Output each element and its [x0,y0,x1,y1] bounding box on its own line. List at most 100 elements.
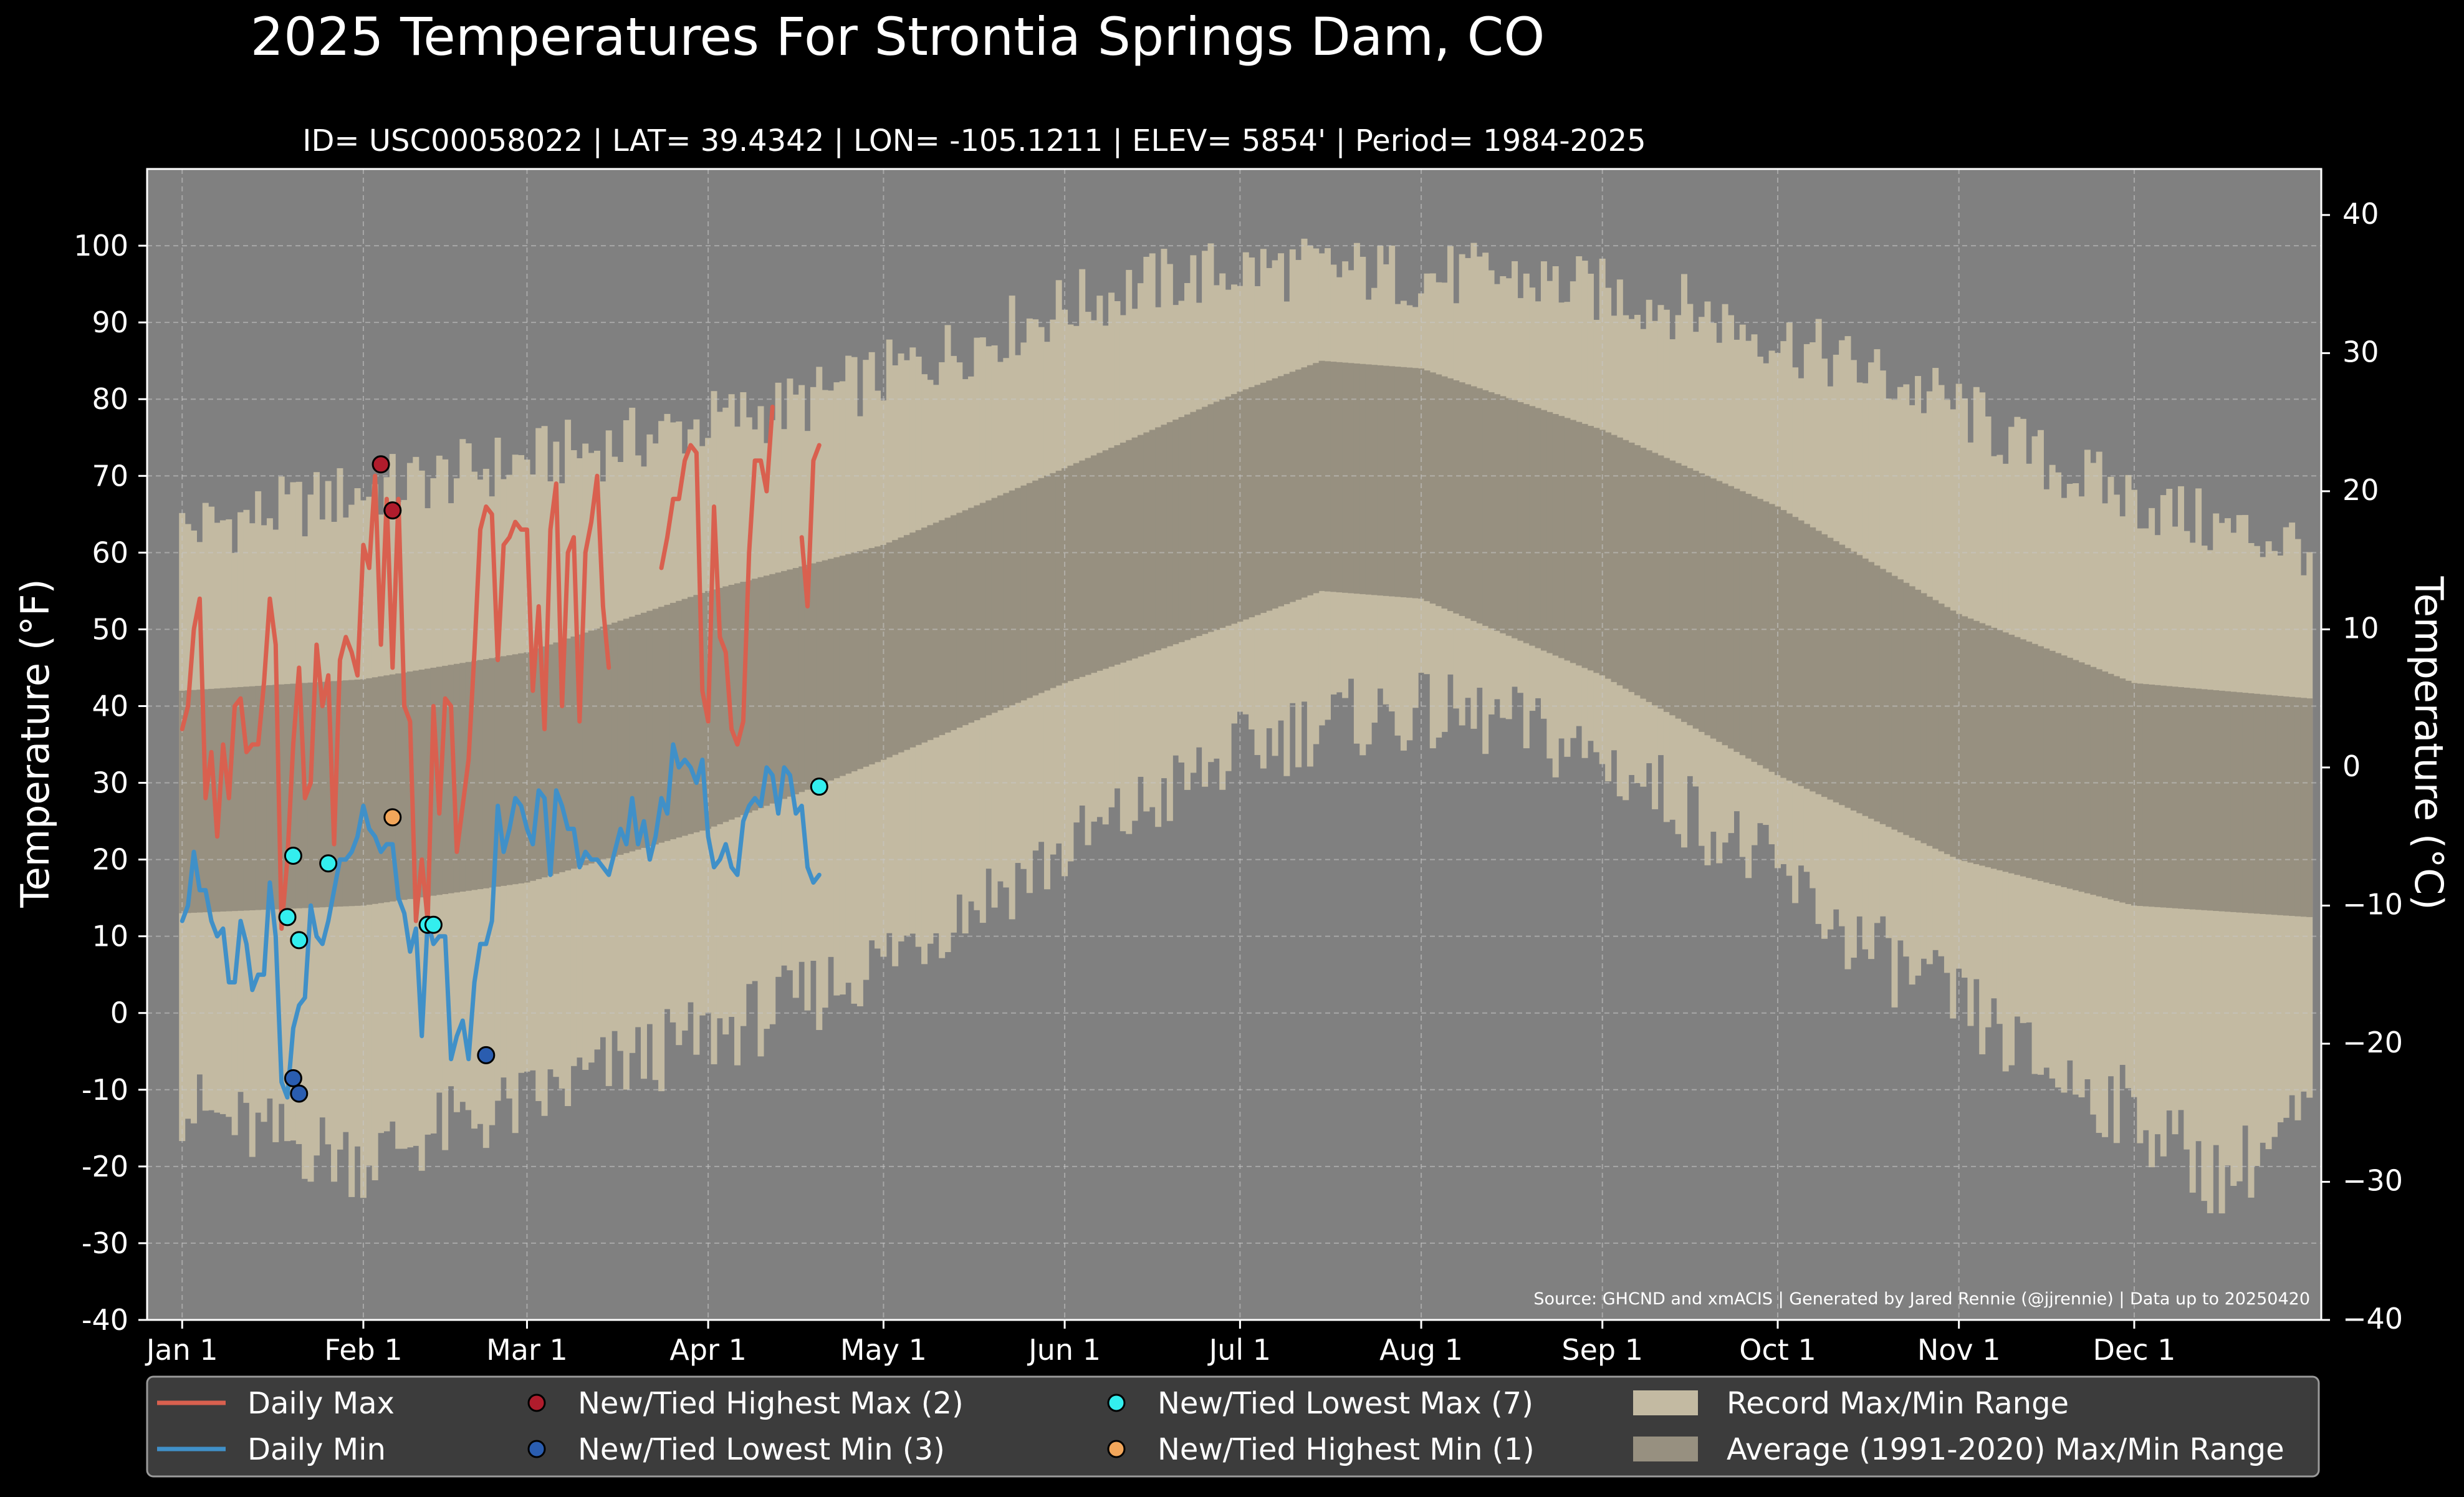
normal-range-bar [593,628,600,862]
normal-range-bar [1657,455,1664,709]
chart-title: 2025 Temperatures For Strontia Springs D… [251,6,1545,67]
normal-range-bar [1500,396,1507,633]
normal-range-bar [1429,372,1436,604]
normal-range-bar [903,535,910,750]
normal-range-bar [272,685,279,910]
normal-range-bar [2265,695,2272,915]
normal-range-bar [1997,630,2003,870]
normal-range-bar [1249,387,1255,618]
normal-range-bar [921,527,928,743]
legend-box [146,1375,2320,1478]
plot-frame [146,168,2323,1321]
normal-range-bar [1225,397,1232,626]
normal-range-bar [1512,400,1518,638]
normal-range-bar [1394,367,1401,597]
y-axis-left: -40 -30 -20 -10 0 10 20 30 40 50 60 70 80 90 100 [74,229,147,1337]
normal-range-bar [898,537,904,753]
normal-range-bar [1289,372,1296,602]
daily-max-line [659,405,775,747]
normal-range-bar [1815,531,1822,794]
normal-range-bar [383,675,390,903]
normal-range-bar [1745,493,1752,759]
normal-range-bar [453,663,460,893]
normal-range-bar [1079,460,1086,677]
normal-range-bar [1242,389,1249,620]
normal-range-bar [295,683,302,908]
normal-range-bar [1827,537,1834,800]
normal-range-bar [1278,376,1284,607]
normal-range-bar [1581,423,1588,668]
normal-range-bar [932,522,939,738]
normal-range-bar [1886,572,1892,827]
normal-range-bar [1570,420,1576,663]
y-tick-label-f: 70 [92,459,128,493]
normal-range-bar [1090,455,1097,673]
normal-range-bar [2172,686,2179,908]
normal-range-bar [1009,490,1015,706]
normal-range-bar [582,632,589,865]
normal-range-bar [372,677,378,904]
normal-range-bar [1611,435,1618,682]
normal-range-bar [1348,363,1354,594]
normal-range-bar [1003,493,1010,708]
normal-range-bar [1359,363,1366,594]
normal-range-bar [1540,410,1547,651]
normal-range-bar [2131,683,2137,906]
normal-range-bar [500,656,507,886]
new-tied-lowest-max-marker [424,915,443,934]
normal-range-bar [2177,687,2184,909]
normal-range-bar [851,552,858,772]
normal-range-bar [1593,428,1600,673]
normal-range-bar [255,686,262,910]
normal-range-bar [1412,368,1419,599]
normal-range-bar [1161,425,1167,648]
normal-range-bar [1231,393,1237,624]
normal-range-bar [1909,586,1915,838]
normal-range-bar [1920,593,1927,844]
normal-range-bar [1172,420,1179,645]
normal-range-bar [249,686,256,910]
normal-range-bar [868,547,875,764]
legend-label-daily-min: Daily Min [247,1432,386,1467]
normal-range-bar [1675,463,1682,719]
normal-range-bar [1699,473,1705,732]
plot-area: Source: GHCND and xmACIS | Generated by … [146,168,2323,1321]
normal-range-bar [2149,685,2155,907]
normal-range-bar [1786,513,1793,781]
normal-range-bar [214,688,221,912]
normal-range-bar [1213,402,1220,630]
normal-range-bar [1470,386,1477,621]
normal-range-bar [1184,414,1191,640]
normal-range-bar [448,665,454,893]
normal-range-bar [565,638,572,871]
normal-range-bar [2224,691,2231,912]
normal-range-bar [1207,404,1214,632]
normal-range-bar [950,515,957,730]
x-tick-label: Apr 1 [669,1333,746,1367]
normal-range-bar [418,670,425,898]
normal-range-bar [1043,475,1050,691]
normal-range-bar [1032,480,1039,696]
normal-range-bar [389,674,396,902]
legend-swatch-new-tied-highest-max [527,1394,546,1412]
y-tick-label-c: 30 [2342,335,2379,368]
normal-range-bar [307,682,314,908]
normal-range-bar [1903,582,1910,835]
y-tick-label-c: 10 [2342,611,2379,645]
normal-range-bar [1073,463,1080,679]
normal-range-bar [693,595,700,832]
normal-range-bar [833,557,840,779]
normal-range-bar [185,690,191,913]
normal-range-bar [775,572,782,802]
normal-range-bar [2154,685,2161,907]
normal-range-bar [196,690,203,913]
normal-range-bar [1436,374,1442,607]
normal-range-bar [1546,412,1553,653]
normal-range-bar [1722,483,1728,746]
normal-range-bar [1868,562,1875,819]
normal-range-bar [354,679,361,906]
daily-min-line [180,742,822,1100]
y-tick-label-f: -40 [82,1303,128,1337]
normal-range-bar [1155,427,1162,651]
legend-swatch-new-tied-highest-min [1107,1440,1126,1458]
